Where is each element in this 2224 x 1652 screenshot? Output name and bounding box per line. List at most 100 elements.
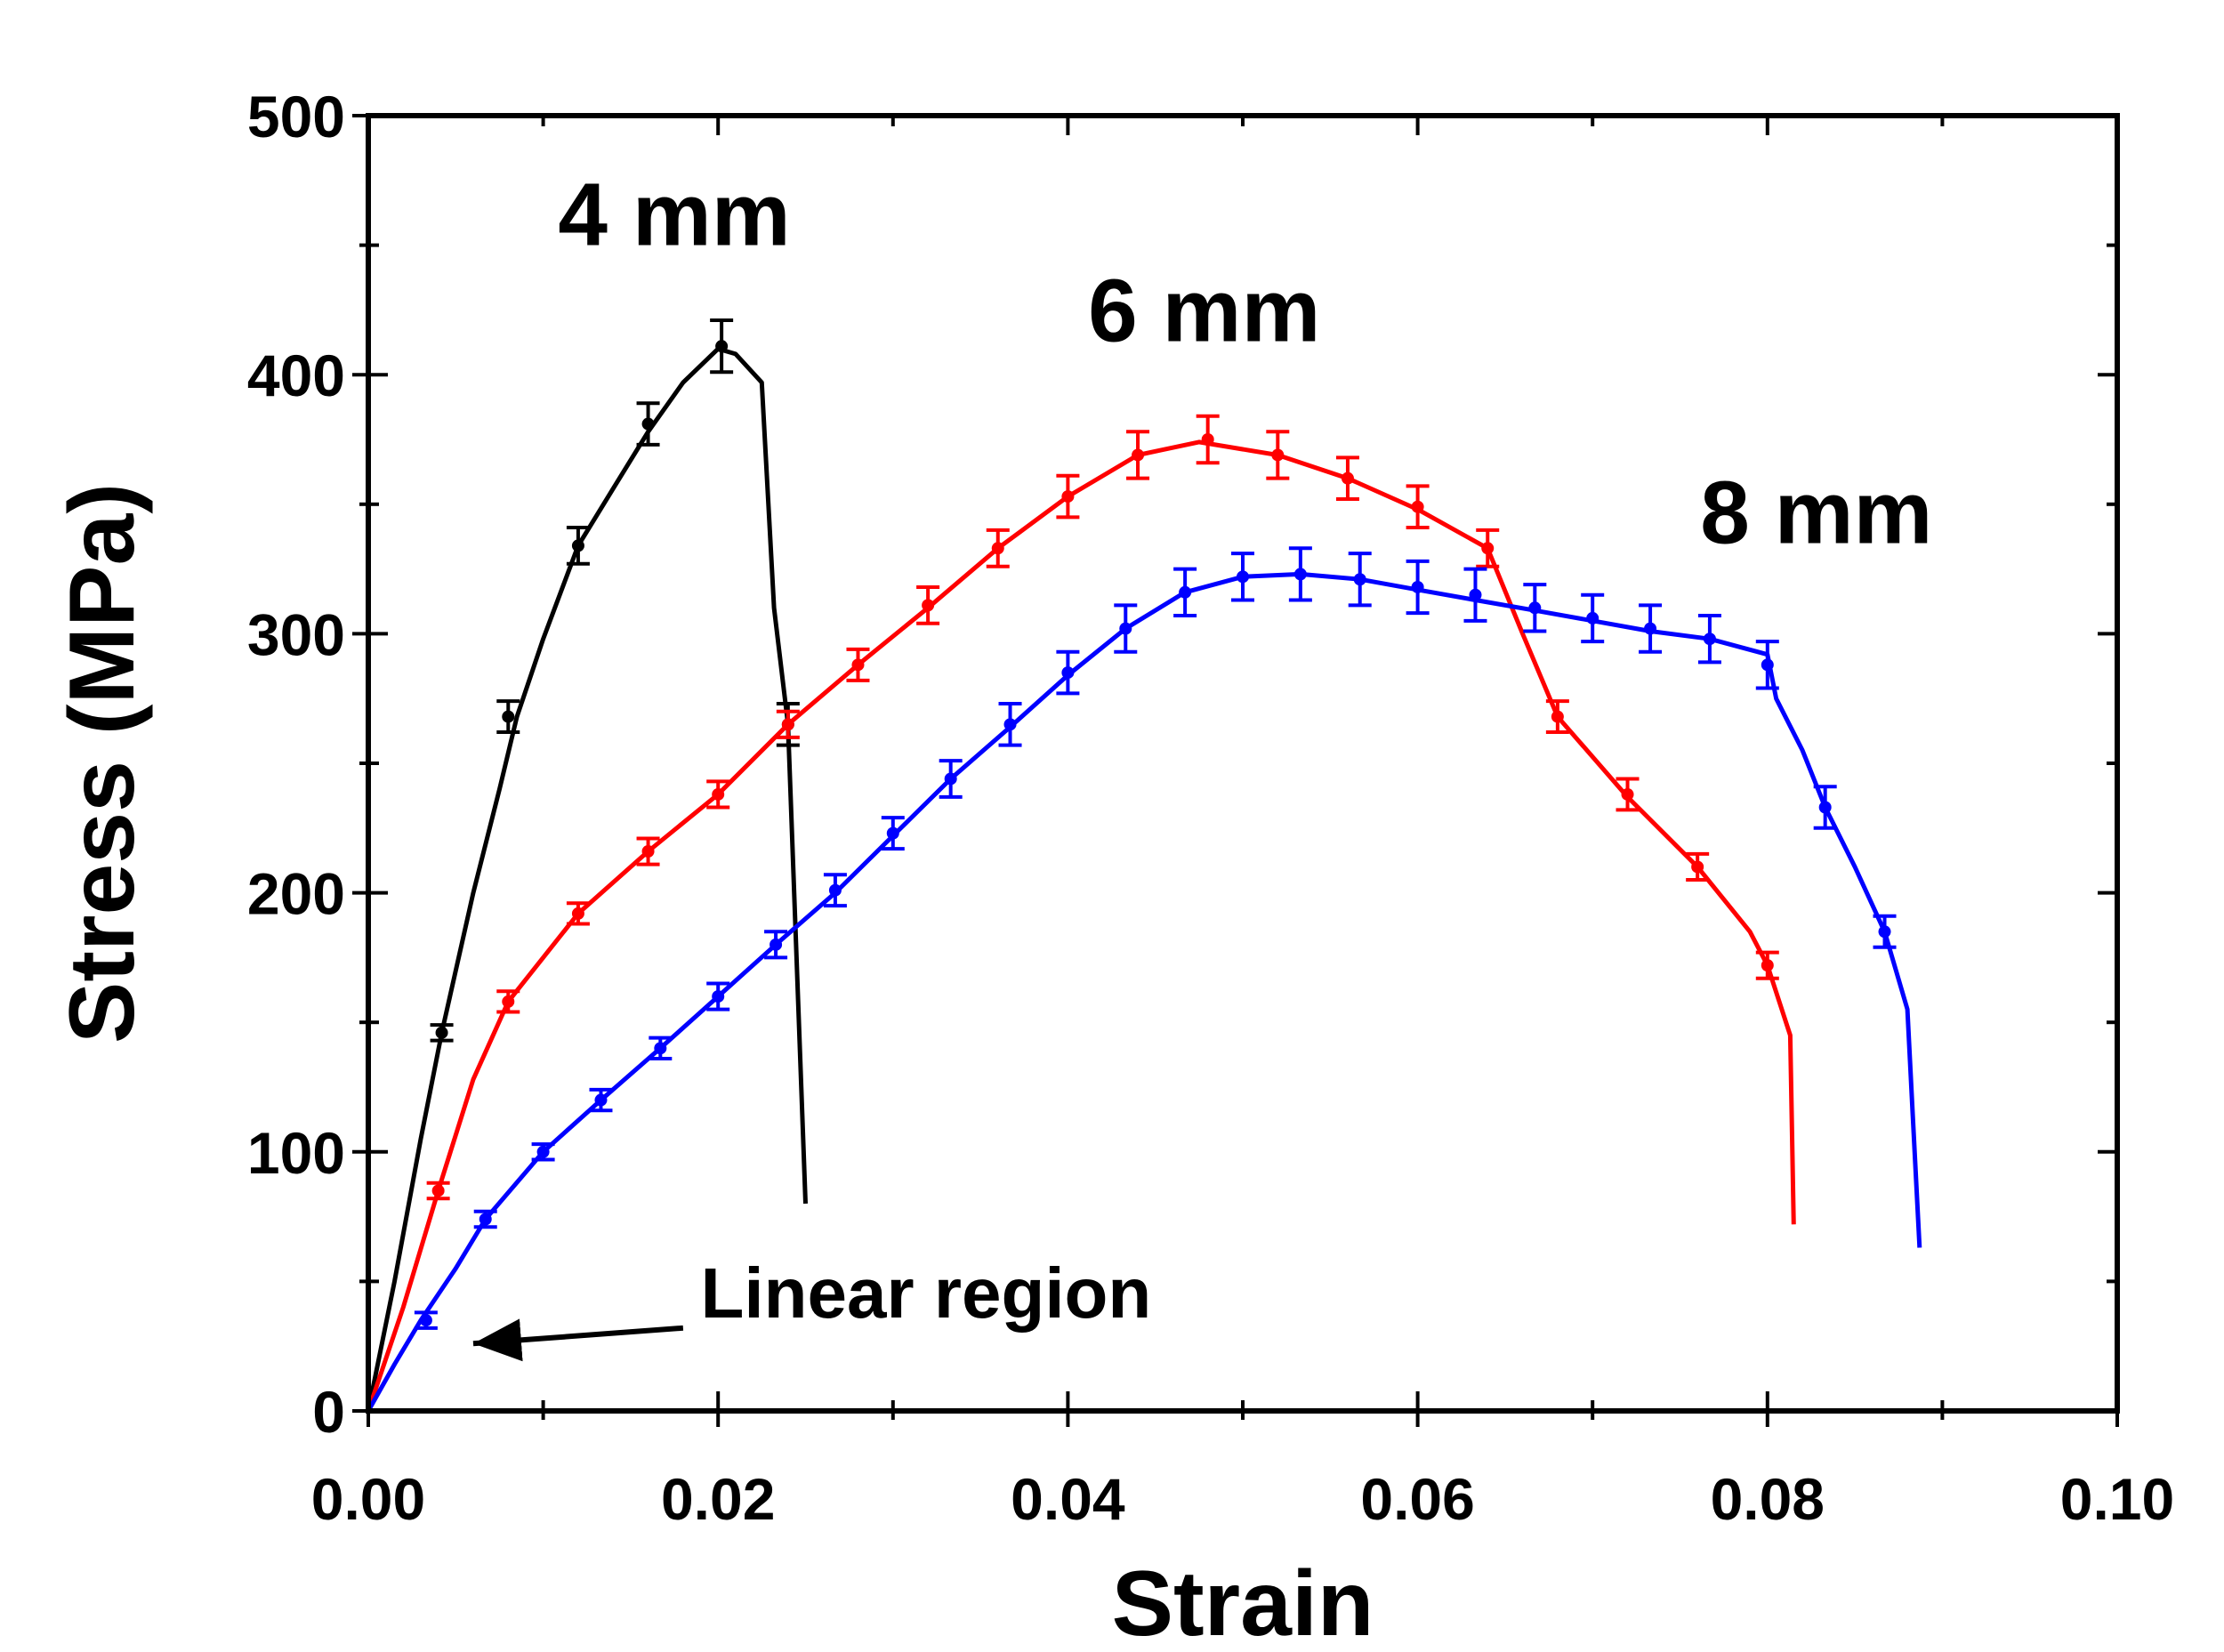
data-point	[828, 883, 842, 897]
error-bar	[1126, 430, 1150, 480]
data-point	[770, 938, 783, 951]
error-bar	[1755, 640, 1779, 690]
error-bar	[706, 779, 730, 810]
data-point	[1353, 573, 1366, 586]
data-point	[851, 658, 865, 672]
error-bar	[776, 709, 800, 739]
x-tick-label: 0.00	[311, 1466, 425, 1532]
error-bar	[1616, 777, 1640, 812]
data-point	[1411, 500, 1424, 513]
error-bar	[846, 647, 870, 682]
y-axis-title: Stress (MPa)	[51, 483, 154, 1044]
data-point	[1469, 588, 1482, 601]
error-bar	[1697, 614, 1721, 665]
data-point	[1644, 622, 1657, 635]
error-bar	[1196, 414, 1220, 465]
error-bar	[1173, 567, 1197, 618]
error-bar	[1545, 699, 1569, 735]
error-bar	[1056, 473, 1080, 520]
series-8mm	[366, 546, 1922, 1413]
series-label-6mm: 6 mm	[1088, 261, 1320, 360]
data-point	[1761, 658, 1774, 672]
error-bar	[566, 526, 590, 566]
data-point	[1003, 718, 1017, 731]
error-bar	[589, 1087, 613, 1113]
data-point	[641, 417, 655, 431]
data-point	[1703, 633, 1716, 646]
series-4mm	[366, 318, 808, 1412]
x-axis-title: Strain	[1112, 1552, 1374, 1652]
series-label-4mm: 4 mm	[558, 165, 790, 265]
data-point	[479, 1213, 492, 1226]
linear-region-label: Linear region	[701, 1253, 1152, 1333]
data-point	[1179, 585, 1192, 599]
data-point	[641, 845, 655, 858]
error-bar	[986, 528, 1010, 568]
data-point	[1621, 787, 1634, 801]
error-bar	[414, 1310, 438, 1330]
error-bar	[1335, 455, 1359, 501]
x-tick-label: 0.06	[1360, 1466, 1474, 1532]
error-bar	[1476, 528, 1500, 568]
data-point	[1271, 448, 1285, 462]
error-bar	[1813, 785, 1837, 830]
error-bar	[473, 1209, 497, 1229]
error-bar	[1639, 603, 1663, 654]
error-bar	[1348, 552, 1372, 608]
y-tick-label: 100	[247, 1120, 345, 1186]
error-bar	[1463, 567, 1487, 623]
x-tick-labels: 0.00 0.02 0.04 0.06 0.08 0.10	[311, 1466, 2174, 1532]
series-line	[366, 346, 808, 1412]
series-6mm	[366, 414, 1796, 1412]
data-point	[536, 1145, 550, 1158]
data-point	[1061, 490, 1075, 504]
data-point	[1551, 710, 1564, 723]
error-bar	[430, 1023, 454, 1043]
error-bar	[881, 816, 905, 851]
y-tick-label: 300	[247, 601, 345, 667]
x-tick-label: 0.08	[1711, 1466, 1825, 1532]
data-point	[781, 718, 794, 731]
error-bar	[496, 699, 520, 735]
data-point	[922, 599, 935, 612]
x-tick-label: 0.02	[661, 1466, 775, 1532]
y-tick-label: 400	[247, 342, 345, 408]
error-bar	[1755, 950, 1779, 980]
error-bar	[939, 759, 963, 799]
data-point	[1293, 568, 1307, 581]
x-tick-label: 0.04	[1011, 1466, 1125, 1532]
error-bar	[998, 702, 1022, 747]
error-bar	[1288, 546, 1312, 602]
error-bar	[649, 1036, 673, 1060]
data-point	[1061, 666, 1075, 680]
x-tick-label: 0.10	[2060, 1466, 2174, 1532]
error-bar	[1873, 914, 1897, 949]
data-point	[571, 539, 584, 552]
error-bar	[1114, 603, 1138, 654]
data-point	[1481, 542, 1495, 555]
data-point	[712, 787, 725, 801]
series-layer	[366, 318, 1922, 1413]
series-label-8mm: 8 mm	[1700, 463, 1932, 562]
data-point	[1878, 925, 1891, 939]
data-point	[1528, 601, 1542, 615]
data-point	[712, 990, 725, 1003]
data-point	[1132, 448, 1145, 462]
data-point	[944, 772, 957, 786]
error-bar	[1581, 592, 1605, 644]
error-bar	[1406, 484, 1430, 530]
error-bar	[823, 873, 847, 908]
error-bar	[1231, 552, 1254, 602]
data-point	[1201, 433, 1214, 446]
error-bar	[636, 836, 660, 866]
y-tick-labels: 0 100 200 300 400 500	[247, 84, 345, 1445]
error-bar	[1266, 430, 1290, 480]
linear-region-arrow	[472, 1318, 684, 1362]
data-point	[1237, 570, 1249, 584]
data-point	[502, 710, 515, 723]
data-point	[1818, 801, 1832, 814]
data-point	[594, 1093, 608, 1107]
data-point	[991, 542, 1004, 555]
data-point	[886, 826, 899, 840]
